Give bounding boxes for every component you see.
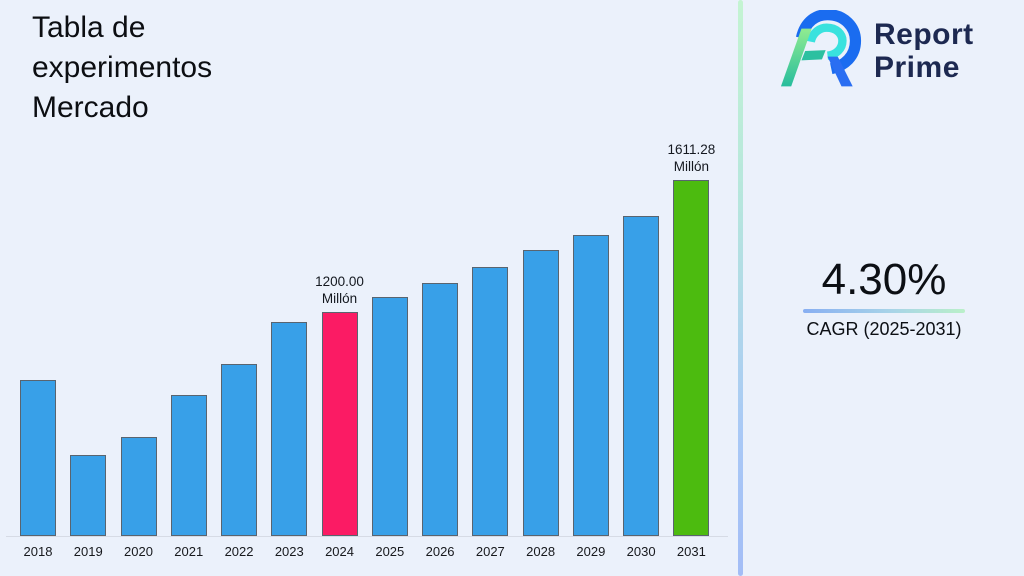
page-title: Tabla de experimentos Mercado	[32, 11, 213, 124]
x-tick-2018: 2018	[23, 544, 53, 559]
value-label-2031-amount: 1611.28	[667, 142, 716, 158]
value-label-2024-unit: Millón	[321, 291, 358, 306]
bar-chart: 2018 2019 2020 2021 2022 2023 2024 1200.00 Milló…	[6, 141, 736, 559]
vertical-divider	[738, 0, 743, 576]
bar-2025	[371, 296, 408, 536]
x-tick-2025: 2025	[375, 544, 405, 559]
cagr-panel: 4.30% CAGR (2025-2031)	[803, 255, 965, 340]
report-prime-logo-icon	[780, 10, 862, 87]
value-label-2031: 1611.28 Millón	[646, 141, 736, 175]
value-label-2031-unit: Millón	[673, 159, 709, 175]
x-tick-2019: 2019	[73, 544, 103, 559]
x-tick-2030: 2030	[626, 544, 656, 559]
x-tick-2024: 2024	[325, 544, 354, 559]
bar-2028	[522, 249, 559, 536]
cagr-label: CAGR (2025-2031)	[806, 319, 962, 339]
bar-2024	[321, 312, 358, 536]
value-label-2024-amount: 1200.00	[315, 274, 364, 289]
x-tick-2020: 2020	[124, 544, 153, 559]
x-tick-2029: 2029	[576, 544, 606, 559]
x-tick-2031: 2031	[676, 544, 706, 559]
x-tick-2021: 2021	[174, 544, 204, 559]
brand-name-line2: Prime	[874, 51, 960, 84]
cagr-value: 4.30%	[821, 255, 947, 304]
bar-2021	[170, 394, 207, 536]
value-label-2024: 1200.00 Millón	[295, 273, 385, 307]
bar-2023	[271, 321, 308, 536]
bar-2029	[572, 234, 609, 536]
brand-name-line1: Report	[874, 18, 974, 51]
bar-2027	[472, 266, 509, 536]
x-tick-2023: 2023	[274, 544, 304, 559]
x-tick-2026: 2026	[425, 544, 455, 559]
x-tick-2022: 2022	[224, 544, 254, 559]
brand-logo: Report Prime	[778, 10, 974, 92]
bar-2019	[70, 455, 107, 536]
x-tick-2027: 2027	[475, 544, 505, 559]
bar-2026	[422, 282, 459, 536]
bar-2018	[20, 380, 56, 536]
brand-name: Report Prime	[874, 18, 974, 84]
bar-2030	[623, 216, 660, 536]
x-axis-line	[6, 536, 728, 537]
bar-2031	[673, 180, 710, 536]
bar-2022	[221, 364, 258, 536]
cagr-underline	[803, 309, 965, 313]
bar-2020	[120, 437, 157, 536]
x-tick-2028: 2028	[526, 544, 556, 559]
